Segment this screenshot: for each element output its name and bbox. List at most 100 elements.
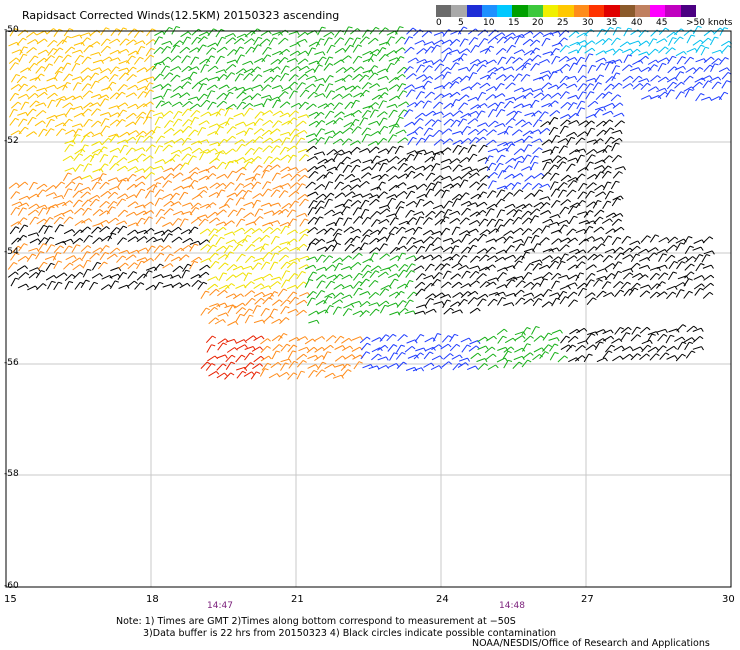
wind-barb-flag (364, 242, 369, 245)
wind-barb-flag (457, 182, 461, 187)
wind-barb-flag (348, 138, 353, 142)
wind-barb (144, 76, 154, 81)
wind-barb-flag (411, 346, 416, 350)
wind-barb (433, 93, 442, 101)
wind-barb (397, 308, 406, 315)
wind-barb-flag (549, 255, 553, 259)
wind-barb-flag (60, 245, 64, 249)
wind-barb-flag (709, 291, 714, 296)
wind-barb (72, 190, 80, 198)
wind-barb (244, 30, 253, 37)
wind-barb-flag (306, 65, 310, 70)
wind-barb (667, 271, 674, 280)
wind-barb-flag (477, 211, 481, 215)
wind-barb (82, 269, 88, 278)
wind-barb (334, 78, 344, 83)
wind-barb (503, 218, 511, 227)
wind-barb (666, 345, 675, 352)
wind-barb-flag (133, 271, 138, 274)
wind-barb-flag (259, 136, 264, 140)
wind-barb (577, 167, 586, 173)
wind-barb (423, 351, 431, 360)
wind-barb (109, 273, 119, 279)
wind-barb (506, 110, 515, 117)
wind-barb-flag (42, 207, 48, 210)
wind-barb (460, 246, 468, 254)
wind-barb-flag (277, 66, 281, 70)
wind-barb-flag (322, 78, 326, 83)
wind-barb (191, 280, 199, 288)
wind-barb (452, 139, 461, 145)
wind-barb (89, 153, 96, 163)
wind-barb-flag (184, 218, 189, 221)
wind-barb (162, 110, 171, 118)
wind-barb-flag (517, 182, 522, 185)
wind-barb (316, 266, 325, 271)
wind-barb (100, 38, 108, 47)
wind-barb (513, 161, 520, 170)
wind-barb (98, 146, 105, 155)
wind-barb-flag (486, 229, 491, 233)
wind-barb-flag (526, 73, 531, 77)
wind-barb-flag (294, 58, 299, 62)
wind-barb-flag (527, 154, 532, 157)
wind-barb (198, 271, 207, 279)
wind-barb (692, 81, 700, 89)
wind-barb (469, 255, 477, 263)
wind-barb-flag (260, 355, 265, 360)
wind-barb-flag (305, 154, 310, 157)
wind-barb-flag (390, 233, 395, 236)
wind-barb (53, 55, 60, 64)
wind-barb-flag (501, 198, 506, 202)
wind-barb (692, 26, 699, 35)
wind-barb-flag (527, 359, 532, 363)
wind-barb-flag (528, 236, 533, 239)
wind-barb-flag (171, 167, 175, 172)
wind-barb (695, 93, 702, 102)
wind-barb (269, 164, 278, 171)
wind-barb-flag (502, 236, 507, 241)
wind-barb (137, 247, 146, 253)
wind-barb (216, 173, 225, 179)
wind-barb-flag (711, 250, 715, 255)
wind-barb (224, 161, 231, 170)
wind-barb-flag (135, 103, 139, 108)
wind-barb-flag (287, 154, 292, 159)
wind-barb (261, 129, 270, 137)
wind-barb (622, 247, 631, 255)
wind-barb (236, 101, 243, 110)
wind-barb (522, 92, 531, 99)
wind-barb-flag (23, 53, 28, 56)
wind-barb (99, 112, 109, 116)
wind-barb (127, 28, 135, 36)
wind-barb-flag (341, 192, 346, 196)
wind-barb (101, 235, 109, 242)
wind-barb (351, 193, 361, 198)
wind-barb-flag (162, 61, 166, 66)
wind-barb (81, 175, 91, 180)
wind-barb (287, 344, 294, 353)
wind-barb (234, 183, 241, 191)
wind-barb (134, 181, 143, 188)
wind-barb (189, 103, 198, 110)
wind-barb (281, 120, 290, 126)
wind-barb (611, 338, 620, 344)
wind-barb (200, 244, 208, 251)
wind-barb (162, 274, 172, 278)
wind-barb (457, 362, 466, 369)
wind-barb (180, 229, 190, 235)
wind-barb (377, 75, 387, 80)
wind-barb-flag (456, 343, 461, 347)
wind-barb (224, 372, 232, 380)
wind-barb (566, 228, 574, 236)
wind-barb (278, 190, 285, 199)
wind-barb-flag (530, 192, 535, 197)
wind-barb (396, 283, 406, 289)
wind-barb (236, 253, 243, 262)
wind-barb-flag (358, 159, 362, 163)
wind-barb-flag (315, 238, 319, 242)
wind-barb-flag (504, 357, 508, 362)
wind-barb-flag (619, 281, 624, 285)
wind-barb (632, 59, 641, 66)
wind-barb-flag (167, 83, 172, 87)
